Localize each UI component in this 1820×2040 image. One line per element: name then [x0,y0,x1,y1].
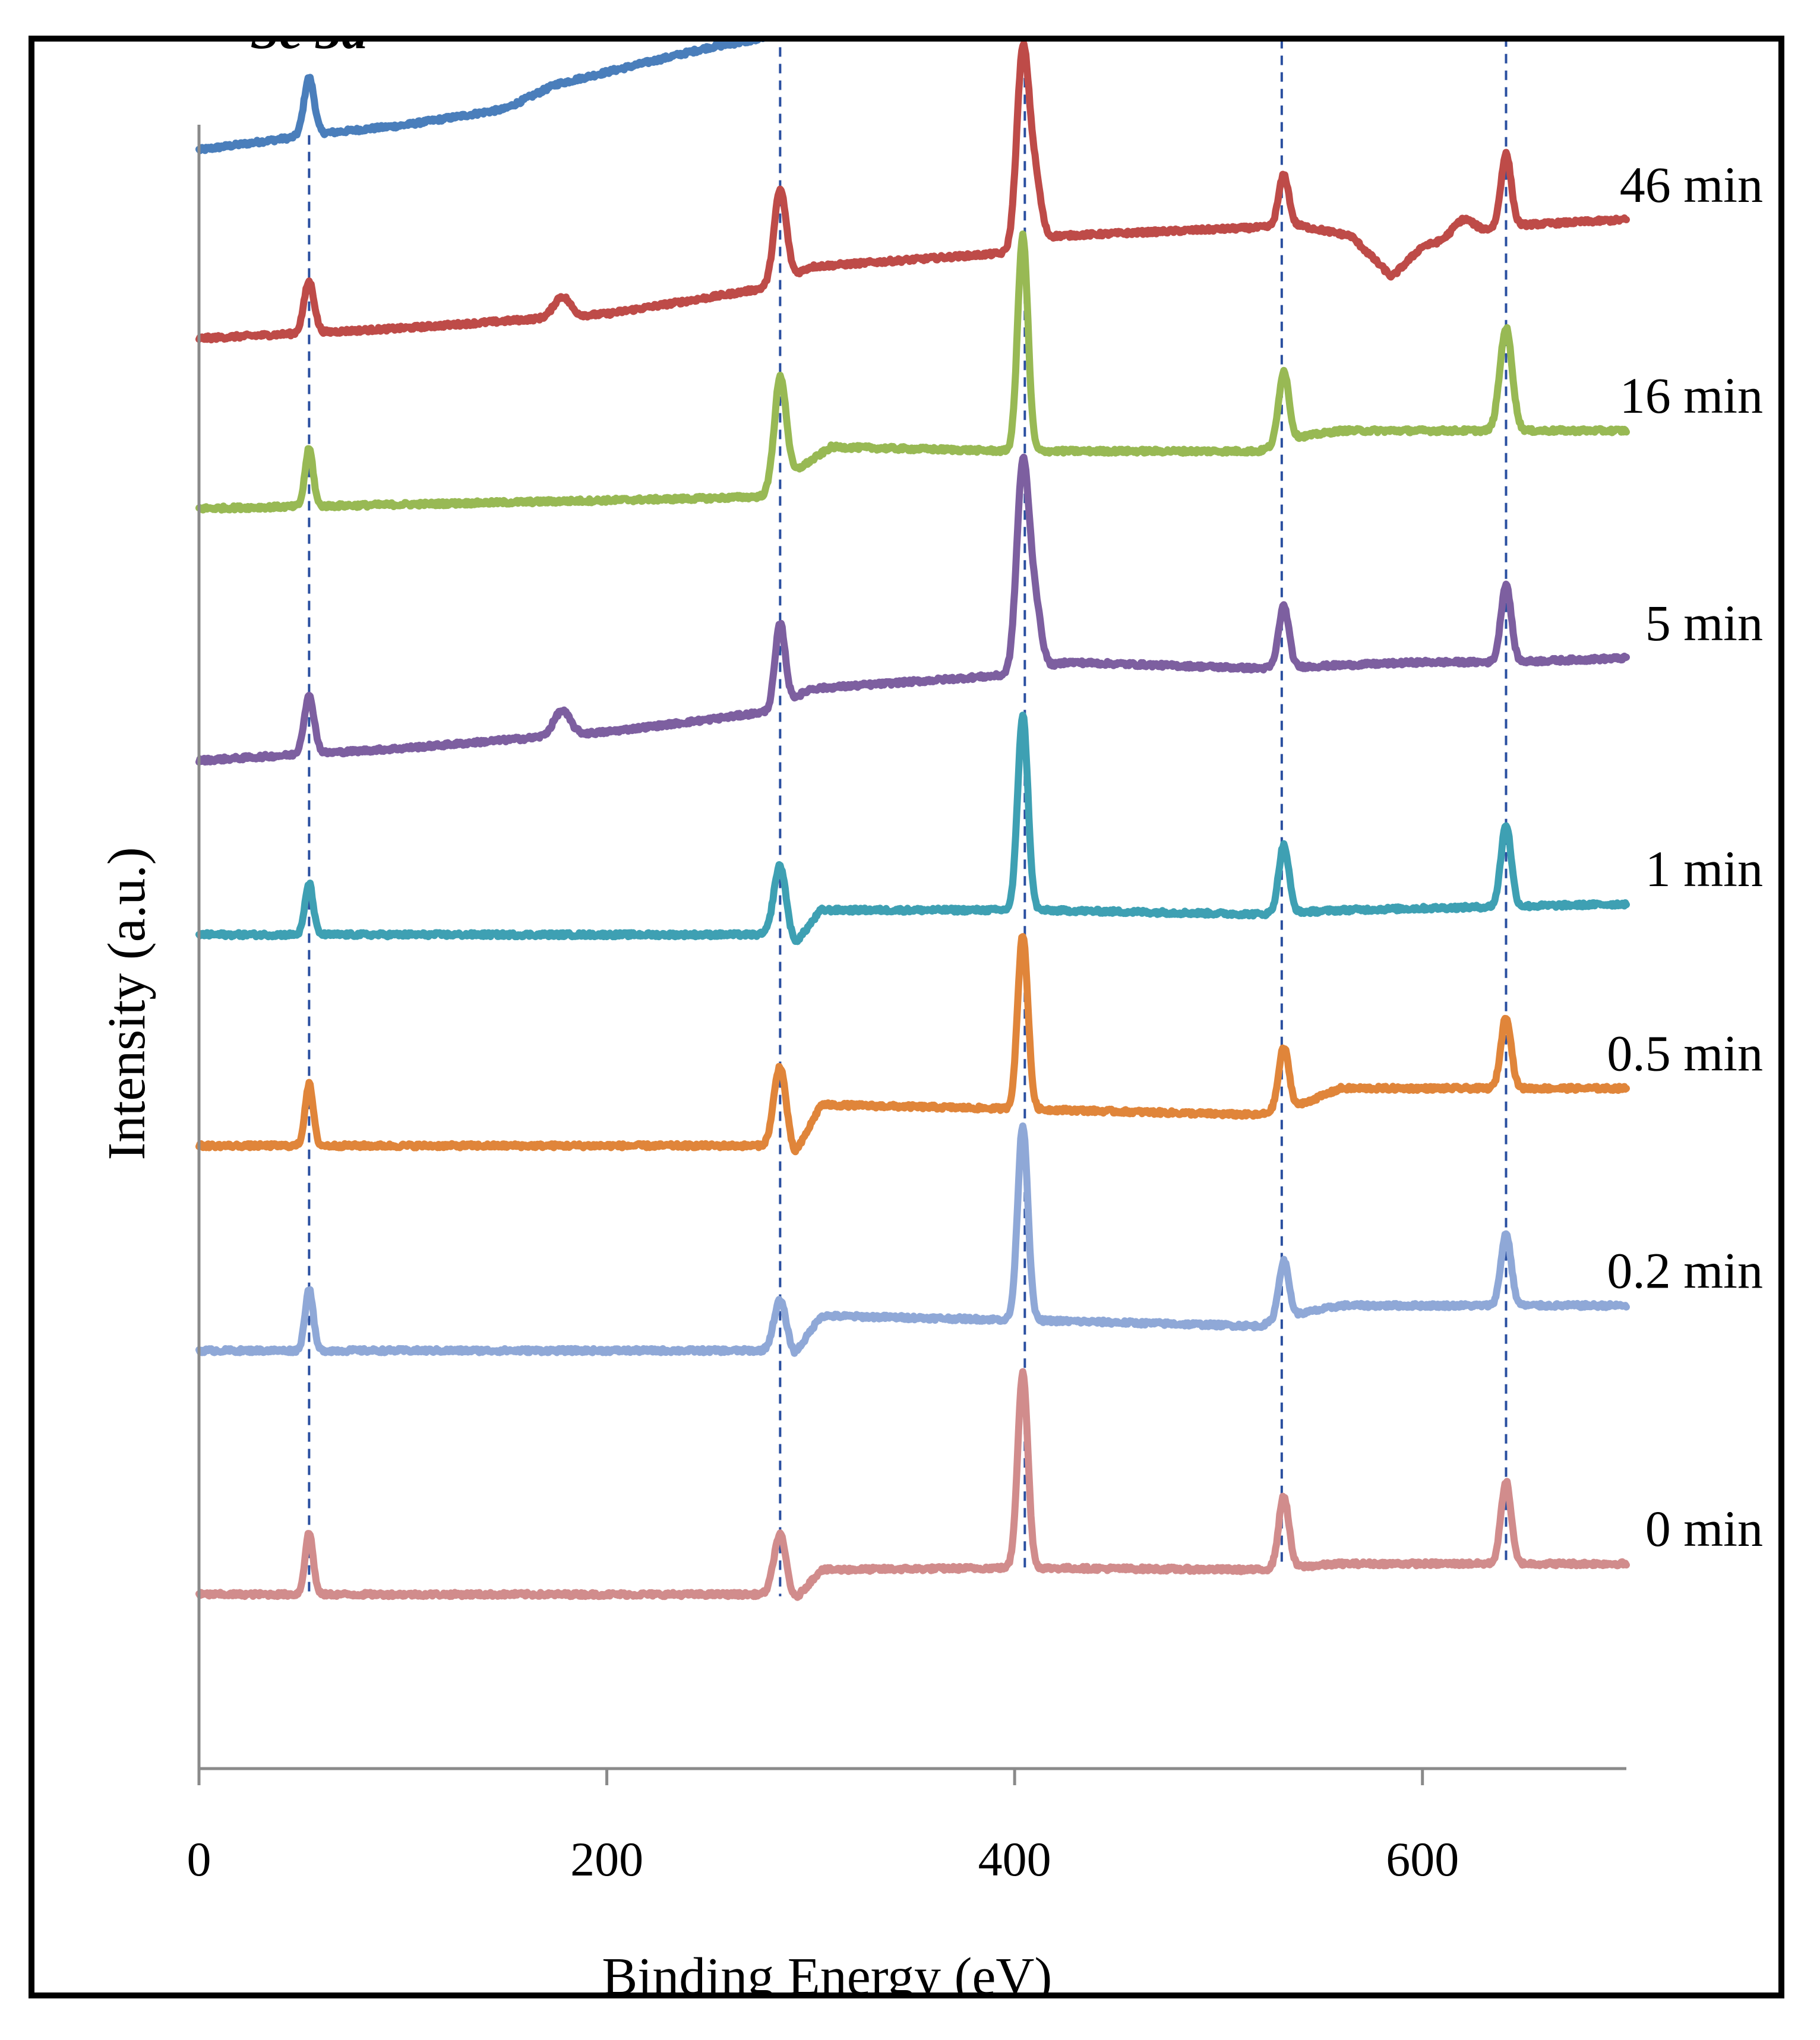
series-line-0-min [195,1368,1630,1601]
y-axis-title: Intensity (a.u.) [97,847,156,1160]
x-axis-ticks: 0 200 400 600 [187,1769,1459,1886]
x-tick-label-400: 400 [978,1832,1051,1886]
series-line-46-min [195,42,1630,344]
series-line-90-min [195,42,765,154]
x-tick-label-600: 600 [1386,1832,1459,1886]
x-tick-label-200: 200 [570,1832,643,1886]
series-label-46-min: 46 min [1620,156,1763,213]
peak-guide-lines [308,42,1508,1596]
peak-labels: Se 3dC 1sCd 3dO 1sMn 2p [250,42,369,60]
series-label-16-min: 16 min [1620,367,1763,424]
x-axis-title: Binding Energy (eV) [602,1947,1052,1992]
series-label-0_5-min: 0.5 min [1607,1025,1763,1082]
series-label-0_2-min: 0.2 min [1607,1242,1763,1299]
x-tick-label-0: 0 [187,1832,211,1886]
series-label-0-min: 0 min [1645,1500,1763,1557]
peak-label-Se-3d: Se 3d [250,42,369,60]
series-line-5-min [195,453,1630,766]
series-label-5-min: 5 min [1645,594,1763,651]
spectra-series [195,42,1630,1601]
series-line-16-min [195,230,1630,514]
series-line-1-min [195,711,1630,945]
axes [197,125,1626,1770]
series-label-1-min: 1 min [1645,840,1763,897]
series-line-0_5-min [195,933,1630,1156]
series-line-0_2-min [195,1122,1630,1357]
